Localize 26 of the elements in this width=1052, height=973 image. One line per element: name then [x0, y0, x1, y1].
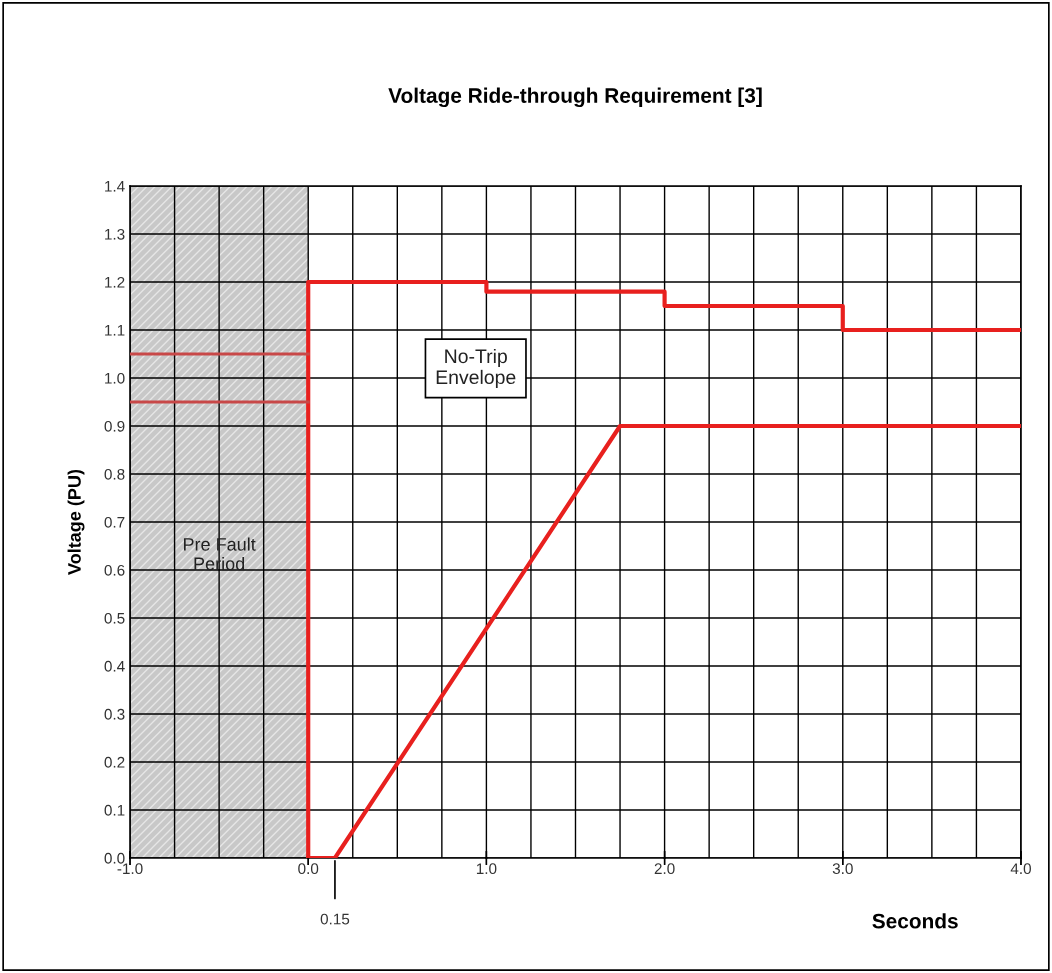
y-tick-label: 1.4: [105, 181, 125, 192]
y-tick-label: 0.6: [104, 564, 125, 576]
y-tick-label: 1.2: [105, 276, 125, 288]
y-tick-label: 1.1: [105, 325, 125, 336]
y-tick-label: 0.0: [104, 852, 125, 864]
y-tick-label: 0.8: [104, 468, 125, 480]
y-axis-title: Voltage (PU): [67, 469, 85, 575]
y-tick-label: 0.4: [104, 660, 125, 672]
annotation: No-Trip Envelope: [436, 348, 516, 388]
x-tick-label: 2.0: [654, 863, 675, 875]
y-tick-label: 0.2: [104, 756, 125, 768]
x-tick-label: 1.0: [476, 863, 497, 875]
x-tick-label: 4.0: [1010, 863, 1031, 875]
y-tick-label: 0.7: [104, 516, 125, 528]
y-tick-label: 0.3: [104, 708, 125, 720]
y-tick-label: 0.9: [104, 420, 125, 432]
y-tick-label: 0.5: [104, 612, 125, 624]
annotation: 0.15: [320, 913, 350, 925]
y-tick-label: 0.1: [104, 804, 125, 816]
x-tick-label: 0.0: [298, 863, 319, 875]
chart-title: Voltage Ride-through Requirement [3]: [388, 87, 762, 108]
x-tick-label: -1.0: [117, 863, 143, 875]
y-tick-label: 1.3: [105, 228, 125, 240]
y-tick-label: 1.0: [105, 372, 125, 384]
x-tick-label: 3.0: [832, 863, 853, 875]
x-axis-title: Seconds: [872, 913, 958, 929]
